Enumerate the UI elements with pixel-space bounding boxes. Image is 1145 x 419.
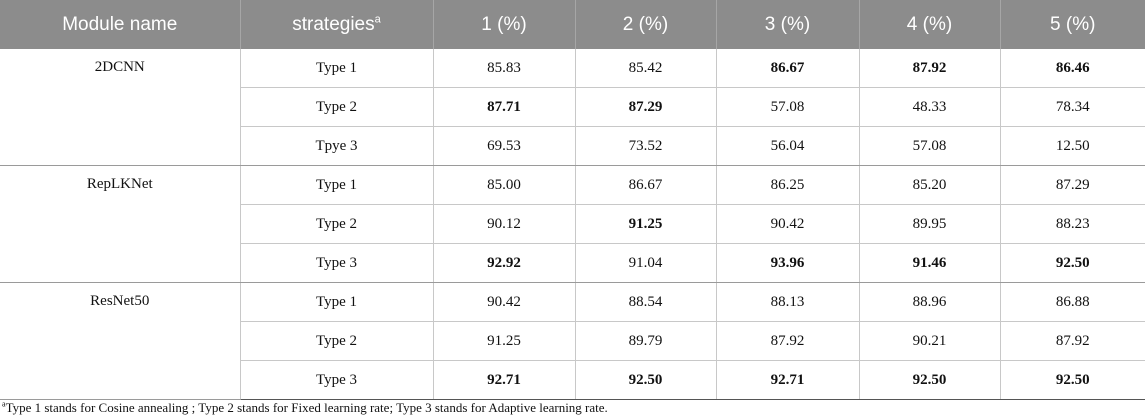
header-module-name: Module name bbox=[0, 0, 241, 49]
table-row: Type 3 92.92 91.04 93.96 91.46 92.50 bbox=[0, 243, 1145, 283]
value-cell-5: 92.50 bbox=[1000, 243, 1145, 283]
header-col-5: 5 (%) bbox=[1000, 0, 1145, 49]
value-cell-1: 90.42 bbox=[433, 282, 576, 322]
value-cell-5: 88.23 bbox=[1000, 204, 1145, 244]
value-cell-1: 90.12 bbox=[433, 204, 576, 244]
value-cell-1: 69.53 bbox=[433, 126, 576, 166]
value-cell-5: 86.88 bbox=[1000, 282, 1145, 322]
value-cell-3: 57.08 bbox=[716, 87, 860, 127]
value-cell-1: 85.83 bbox=[433, 49, 576, 88]
value-cell-5: 87.29 bbox=[1000, 165, 1145, 205]
value-cell-2: 91.04 bbox=[575, 243, 717, 283]
strategy-cell: Type 1 bbox=[240, 49, 434, 88]
value-cell-4: 92.50 bbox=[859, 360, 1001, 400]
value-cell-2: 87.29 bbox=[575, 87, 717, 127]
value-cell-5: 92.50 bbox=[1000, 360, 1145, 400]
value-cell-1: 92.92 bbox=[433, 243, 576, 283]
value-cell-1: 92.71 bbox=[433, 360, 576, 400]
value-cell-3: 92.71 bbox=[716, 360, 860, 400]
module-name-cell: ResNet50 bbox=[0, 282, 241, 400]
value-cell-2: 88.54 bbox=[575, 282, 717, 322]
table-row: Tpye 3 69.53 73.52 56.04 57.08 12.50 bbox=[0, 126, 1145, 166]
value-cell-5: 78.34 bbox=[1000, 87, 1145, 127]
value-cell-4: 90.21 bbox=[859, 321, 1001, 361]
header-col-2: 2 (%) bbox=[575, 0, 717, 49]
value-cell-2: 89.79 bbox=[575, 321, 717, 361]
module-name-cell: RepLKNet bbox=[0, 165, 241, 283]
value-cell-5: 12.50 bbox=[1000, 126, 1145, 166]
value-cell-1: 91.25 bbox=[433, 321, 576, 361]
value-cell-1: 87.71 bbox=[433, 87, 576, 127]
table-row: Type 2 87.71 87.29 57.08 48.33 78.34 bbox=[0, 87, 1145, 127]
value-cell-3: 87.92 bbox=[716, 321, 860, 361]
header-strategies-label: strategies bbox=[292, 13, 375, 35]
value-cell-5: 87.92 bbox=[1000, 321, 1145, 361]
table-body: 2DCNN Type 1 85.83 85.42 86.67 87.92 86.46 Type… bbox=[0, 49, 1145, 400]
strategy-cell: Type 1 bbox=[240, 165, 434, 205]
value-cell-4: 89.95 bbox=[859, 204, 1001, 244]
value-cell-1: 85.00 bbox=[433, 165, 576, 205]
table-row: RepLKNet Type 1 85.00 86.67 86.25 85.20 87.29 bbox=[0, 165, 1145, 283]
value-cell-2: 85.42 bbox=[575, 49, 717, 88]
footnote-mark: a bbox=[2, 399, 6, 409]
value-cell-3: 93.96 bbox=[716, 243, 860, 283]
table-header-row: Module name strategiesa 1 (%) 2 (%) 3 (%… bbox=[0, 0, 1145, 49]
table-row: ResNet50 Type 1 90.42 88.54 88.13 88.96 86.88 bbox=[0, 282, 1145, 400]
header-col-4: 4 (%) bbox=[859, 0, 1001, 49]
header-strategies: strategiesa bbox=[240, 0, 434, 49]
strategy-cell: Type 1 bbox=[240, 282, 434, 322]
value-cell-3: 86.67 bbox=[716, 49, 860, 88]
strategy-cell: Type 2 bbox=[240, 204, 434, 244]
value-cell-2: 73.52 bbox=[575, 126, 717, 166]
table-footnote: aType 1 stands for Cosine annealing ; Ty… bbox=[2, 400, 608, 416]
strategy-cell: Type 3 bbox=[240, 243, 434, 283]
value-cell-4: 88.96 bbox=[859, 282, 1001, 322]
table-row: 2DCNN Type 1 85.83 85.42 86.67 87.92 86.46 bbox=[0, 49, 1145, 166]
module-name-cell: 2DCNN bbox=[0, 49, 241, 166]
strategy-cell: Type 2 bbox=[240, 321, 434, 361]
header-strategies-footnote-mark: a bbox=[374, 13, 381, 26]
value-cell-4: 57.08 bbox=[859, 126, 1001, 166]
value-cell-4: 91.46 bbox=[859, 243, 1001, 283]
strategy-cell: Type 2 bbox=[240, 87, 434, 127]
value-cell-4: 48.33 bbox=[859, 87, 1001, 127]
header-col-1: 1 (%) bbox=[433, 0, 576, 49]
value-cell-4: 85.20 bbox=[859, 165, 1001, 205]
value-cell-5: 86.46 bbox=[1000, 49, 1145, 88]
table-row: Type 2 91.25 89.79 87.92 90.21 87.92 bbox=[0, 321, 1145, 361]
results-table: Module name strategiesa 1 (%) 2 (%) 3 (%… bbox=[0, 0, 1145, 400]
table-row: Type 2 90.12 91.25 90.42 89.95 88.23 bbox=[0, 204, 1145, 244]
strategy-cell: Type 3 bbox=[240, 360, 434, 400]
value-cell-3: 88.13 bbox=[716, 282, 860, 322]
strategy-cell: Tpye 3 bbox=[240, 126, 434, 166]
footnote-text: Type 1 stands for Cosine annealing ; Typ… bbox=[5, 400, 608, 415]
value-cell-3: 56.04 bbox=[716, 126, 860, 166]
value-cell-2: 92.50 bbox=[575, 360, 717, 400]
value-cell-4: 87.92 bbox=[859, 49, 1001, 88]
header-col-3: 3 (%) bbox=[716, 0, 860, 49]
value-cell-3: 90.42 bbox=[716, 204, 860, 244]
value-cell-2: 86.67 bbox=[575, 165, 717, 205]
value-cell-3: 86.25 bbox=[716, 165, 860, 205]
table-row: Type 3 92.71 92.50 92.71 92.50 92.50 bbox=[0, 360, 1145, 400]
value-cell-2: 91.25 bbox=[575, 204, 717, 244]
